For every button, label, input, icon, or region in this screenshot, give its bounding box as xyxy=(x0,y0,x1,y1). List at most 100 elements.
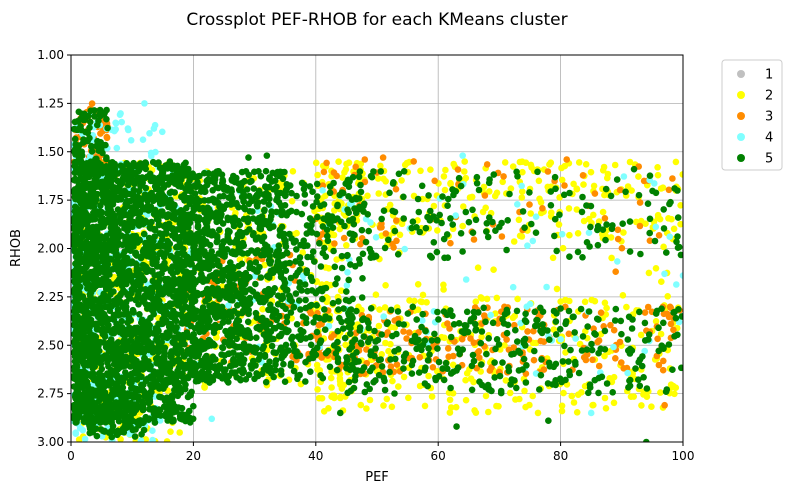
data-point xyxy=(579,172,587,179)
data-point xyxy=(77,186,85,193)
data-point xyxy=(638,402,645,409)
data-point xyxy=(121,423,128,430)
data-point xyxy=(636,199,644,206)
data-point xyxy=(134,239,141,246)
data-point xyxy=(128,204,136,211)
data-point xyxy=(607,321,614,329)
data-point xyxy=(543,283,550,291)
data-point xyxy=(176,429,183,436)
data-point xyxy=(516,232,524,240)
data-point xyxy=(86,406,94,414)
data-point xyxy=(76,197,83,204)
data-point xyxy=(546,161,553,168)
data-point xyxy=(148,340,155,347)
data-point xyxy=(141,100,148,107)
data-point xyxy=(140,230,148,238)
data-point xyxy=(181,365,188,372)
data-point xyxy=(651,180,658,187)
data-point xyxy=(75,108,83,116)
data-point xyxy=(75,295,83,302)
data-point xyxy=(138,386,146,394)
data-point xyxy=(103,134,111,142)
data-point xyxy=(71,125,78,133)
data-point xyxy=(109,201,117,208)
data-point xyxy=(87,182,94,189)
data-point xyxy=(620,365,627,372)
data-point xyxy=(95,397,103,405)
data-point xyxy=(646,237,654,244)
data-point xyxy=(170,226,178,234)
data-point xyxy=(532,213,540,220)
data-point xyxy=(84,381,91,389)
data-point xyxy=(343,282,351,289)
data-point xyxy=(534,409,542,417)
data-point xyxy=(524,242,531,249)
data-point xyxy=(331,394,338,402)
data-point xyxy=(73,205,81,213)
data-point xyxy=(381,304,389,311)
data-point xyxy=(133,209,141,217)
data-point xyxy=(109,426,116,434)
data-point xyxy=(94,303,101,311)
data-point xyxy=(80,116,87,124)
data-point xyxy=(124,181,132,189)
data-point xyxy=(91,190,98,197)
data-point xyxy=(657,389,664,396)
data-point xyxy=(516,395,523,403)
data-point xyxy=(573,206,581,213)
data-point xyxy=(101,427,108,435)
data-point xyxy=(148,294,156,301)
data-point xyxy=(79,315,86,322)
data-point xyxy=(587,409,595,417)
data-point xyxy=(117,162,124,169)
data-point xyxy=(177,389,184,396)
data-point xyxy=(482,392,490,400)
data-point xyxy=(73,283,81,290)
data-point xyxy=(446,396,454,404)
data-point xyxy=(604,174,611,182)
data-point xyxy=(187,392,194,399)
data-point xyxy=(104,124,111,132)
data-point xyxy=(138,174,146,181)
data-point xyxy=(100,111,108,118)
data-point xyxy=(566,297,573,305)
data-point xyxy=(380,313,388,320)
data-point xyxy=(526,201,533,208)
data-point xyxy=(98,279,105,287)
data-point xyxy=(601,191,608,199)
data-point xyxy=(406,329,413,336)
data-point xyxy=(149,277,157,285)
data-point xyxy=(599,167,607,174)
data-point xyxy=(99,190,106,197)
data-point xyxy=(352,163,360,171)
data-point xyxy=(138,332,145,339)
data-point xyxy=(148,218,155,226)
data-point xyxy=(361,156,369,163)
data-point xyxy=(163,283,171,291)
data-point xyxy=(490,266,497,274)
data-point xyxy=(79,233,87,240)
data-point xyxy=(71,223,78,230)
data-point xyxy=(341,169,348,176)
data-point xyxy=(665,186,673,194)
data-point xyxy=(417,298,425,305)
data-point xyxy=(385,347,392,355)
data-point xyxy=(80,268,88,275)
data-point xyxy=(124,244,132,251)
data-point xyxy=(170,373,178,380)
data-point xyxy=(165,360,172,368)
data-point xyxy=(191,190,199,197)
data-point xyxy=(178,193,185,201)
data-point xyxy=(396,231,404,239)
data-point xyxy=(387,363,395,370)
data-point xyxy=(127,259,135,267)
data-point xyxy=(191,361,198,368)
data-point xyxy=(673,281,680,288)
data-point xyxy=(163,438,171,442)
data-point xyxy=(103,154,110,161)
data-point xyxy=(529,237,537,245)
data-point xyxy=(654,171,662,179)
data-point xyxy=(146,398,154,406)
data-point xyxy=(440,281,447,289)
data-point xyxy=(138,398,146,406)
